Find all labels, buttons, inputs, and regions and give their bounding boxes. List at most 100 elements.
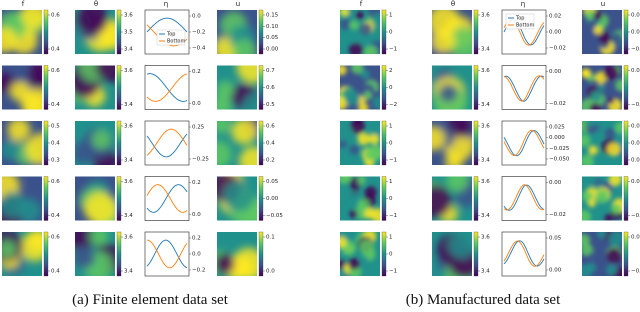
curve (146, 73, 188, 102)
heatmap (340, 176, 380, 221)
colorbar (258, 176, 264, 221)
heatmap-blob (593, 10, 603, 21)
colorbar (43, 120, 49, 166)
curve (503, 240, 545, 267)
colorbar-tick-label: −0.01 (631, 102, 640, 108)
axis-tick-label: −0.25 (192, 157, 209, 163)
heatmap-field (340, 10, 380, 54)
colorbar-tick-label: 0.6 (51, 13, 60, 19)
heatmap-field (432, 121, 472, 165)
colorbar-tick-label: 0 (389, 196, 393, 202)
curve (503, 130, 545, 157)
colorbar-tick-label: 0.6 (51, 235, 60, 241)
colorbar-tick-label: 3.4 (124, 213, 133, 219)
heatmap-field (340, 121, 380, 165)
heatmap (2, 232, 42, 276)
heatmap-blob (355, 11, 365, 20)
colorbar (623, 231, 629, 277)
heatmap-blob (231, 121, 257, 145)
axis-tick-label: −0.02 (549, 46, 566, 52)
colorbar-tick-label: 3.4 (481, 102, 490, 108)
colorbar (116, 120, 122, 166)
heatmap-field (432, 65, 468, 110)
axis-tick-label: −0.025 (549, 146, 570, 152)
colorbar (258, 65, 264, 110)
heatmap (75, 10, 115, 54)
colorbar-tick-label: 3.6 (481, 13, 490, 19)
heatmap-blob (2, 27, 17, 53)
heatmap (75, 176, 115, 221)
colorbar (381, 65, 387, 110)
heatmap (2, 121, 42, 165)
colorbar (258, 9, 264, 55)
heatmap-field (75, 179, 115, 221)
colorbar-tick-label: 0.4 (51, 269, 60, 275)
colorbar-tick-label: 0.0 (266, 269, 275, 275)
colorbar-tick-label: −1 (389, 213, 397, 219)
row: 0.6 0.4 3.6 3.4 0.2 0.0 0.05 0.00 −0.05 (2, 176, 283, 221)
heatmap (217, 232, 257, 276)
colorbar-tick-label: −1 (389, 269, 397, 275)
curve (146, 17, 188, 33)
heatmap-blob (604, 127, 616, 140)
heatmap-blob (348, 42, 364, 54)
heatmap-field (217, 121, 257, 165)
colorbar-tick-label: 1 (389, 13, 393, 19)
heatmap-blob (372, 95, 380, 110)
heatmap-field (2, 65, 42, 110)
heatmap (582, 232, 622, 276)
colorbar-tick-label: −2 (389, 102, 397, 108)
axis-tick-label: −0.02 (549, 101, 566, 107)
colorbar (116, 9, 122, 55)
heatmap-field (217, 11, 257, 54)
heatmap-field (340, 232, 377, 276)
colorbar-tick-label: 0.05 (266, 35, 279, 41)
colorbar (473, 9, 479, 55)
heatmap-blob (25, 132, 42, 165)
heatmap-blob (448, 232, 472, 260)
axis-tick-label: 0.05 (549, 236, 562, 242)
heatmap-blob (349, 144, 360, 155)
colorbar-tick-label: 3.6 (481, 124, 490, 130)
axis-tick-label: −0.2 (192, 30, 205, 36)
heatmap-blob (75, 10, 109, 35)
heatmap-blob (369, 123, 380, 135)
plot-frame (501, 120, 547, 166)
colorbar-tick-label: 0.5 (266, 102, 275, 108)
heatmap-blob (608, 232, 622, 247)
colorbar-tick-label: 0 (389, 252, 393, 258)
colorbar-tick-label: 0.01 (631, 141, 640, 147)
heatmap-blob (2, 139, 21, 160)
colorbar-tick-label: 3.6 (124, 235, 133, 241)
heatmap-blob (371, 208, 380, 221)
colorbar-tick-label: 0.6 (51, 68, 60, 74)
heatmap (2, 65, 42, 110)
colorbar-tick-label: 0.02 (631, 13, 640, 19)
heatmap-blob (595, 128, 605, 138)
colorbar (116, 65, 122, 110)
heatmap-field (2, 176, 42, 221)
row: 0.6 0.4 3.6 3.4 0.2 0.0 −0.2 0.1 0.0 (2, 231, 275, 277)
heatmap-blob (432, 126, 445, 151)
axis-tick-label: 0.2 (192, 236, 201, 242)
heatmap (340, 65, 380, 110)
heatmap-blob (582, 154, 594, 165)
legend-label: Bottom (167, 39, 185, 45)
heatmap-blob (232, 39, 257, 54)
heatmap-blob (232, 247, 257, 276)
heatmap (432, 10, 472, 54)
heatmap-blob (349, 210, 358, 219)
heatmap (582, 65, 622, 110)
colorbar-tick-label: 0.01 (631, 179, 640, 185)
heatmap-blob (217, 121, 231, 134)
heatmap-blob (596, 232, 607, 239)
heatmap (217, 10, 257, 54)
heatmap (75, 232, 115, 276)
colorbar (43, 176, 49, 221)
axis-tick-label: 0.025 (549, 125, 565, 131)
colorbar-tick-label: 0 (389, 30, 393, 36)
axis-tick-label: −0.2 (192, 268, 205, 274)
colorbar-tick-label: 2 (389, 68, 393, 74)
heatmap-blob (348, 191, 361, 204)
colorbar-tick-label: 3.4 (124, 158, 133, 164)
